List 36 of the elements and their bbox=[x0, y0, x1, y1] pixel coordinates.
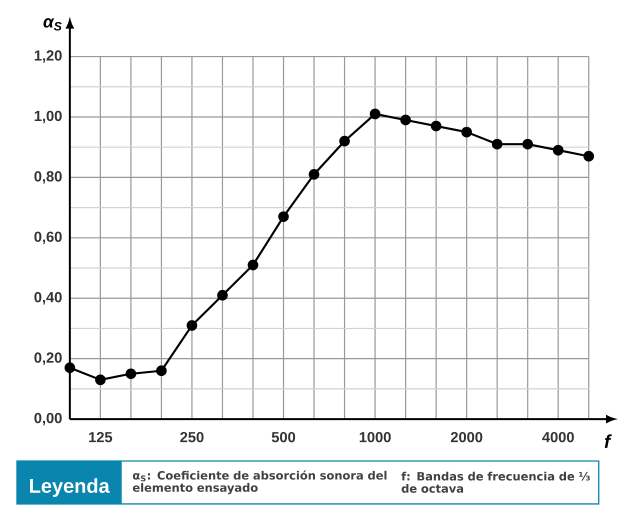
text: α$_{S}$: Coeficiente de absorción sonora del elemento ensayado bbox=[132, 470, 386, 494]
x-tick-label: 500 bbox=[272, 432, 296, 442]
point bbox=[156, 365, 167, 376]
point bbox=[278, 211, 289, 222]
point bbox=[64, 362, 76, 374]
y-tick-label: 0,20 bbox=[34, 352, 62, 365]
point bbox=[583, 150, 594, 162]
point bbox=[248, 260, 258, 270]
point bbox=[522, 138, 534, 150]
x-axis-title: f bbox=[604, 434, 612, 448]
point bbox=[339, 136, 350, 146]
x-tick-label: 250 bbox=[180, 432, 204, 442]
x-tick-label: 2000 bbox=[450, 432, 482, 442]
y-tick-label: 0,00 bbox=[34, 412, 62, 426]
y-tick-label: 1,00 bbox=[34, 110, 62, 124]
y-tick-label: 0,60 bbox=[34, 232, 62, 244]
point bbox=[492, 138, 502, 150]
text: f: Bandas de frecuencia de ⅓ de octava bbox=[401, 472, 590, 493]
x-tick-label: 1000 bbox=[360, 432, 391, 442]
point bbox=[552, 144, 564, 156]
point bbox=[186, 320, 198, 331]
x-tick-label: 125 bbox=[89, 432, 112, 442]
point bbox=[308, 169, 320, 180]
point bbox=[95, 374, 106, 386]
point bbox=[370, 108, 380, 120]
point bbox=[217, 290, 228, 301]
y-tick-label: 0,40 bbox=[34, 292, 62, 305]
y-axis-title: α$_{S}$ bbox=[44, 18, 62, 31]
point bbox=[126, 368, 136, 380]
point bbox=[400, 114, 411, 126]
text: Leyenda bbox=[30, 478, 110, 497]
x-tick-label: 4000 bbox=[542, 432, 574, 442]
point bbox=[461, 126, 472, 138]
y-tick-label: 0,80 bbox=[34, 171, 62, 184]
y-tick-label: 1,20 bbox=[34, 50, 62, 63]
point bbox=[430, 120, 442, 132]
